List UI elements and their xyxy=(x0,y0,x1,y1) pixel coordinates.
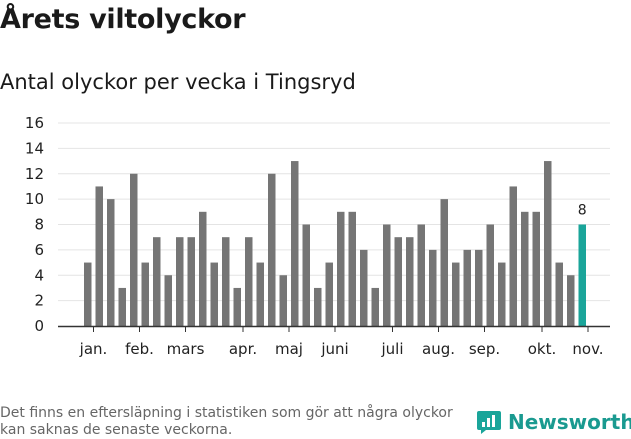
bar xyxy=(222,237,230,326)
x-tick-label: maj xyxy=(275,340,303,358)
y-tick-label: 2 xyxy=(34,292,44,310)
bar xyxy=(475,249,483,326)
y-axis-ticks: 0 2 4 6 8 10 12 14 16 xyxy=(25,114,44,335)
chart-title: Årets viltolyckor xyxy=(0,4,246,35)
bar xyxy=(302,224,310,326)
bar xyxy=(245,237,253,326)
x-tick-label: jan. xyxy=(79,340,108,358)
bar xyxy=(187,237,195,326)
bar xyxy=(233,287,241,326)
bar xyxy=(406,237,414,326)
bar xyxy=(279,275,287,326)
bar xyxy=(521,211,529,326)
y-tick-label: 10 xyxy=(25,190,44,208)
footnote: Det finns en eftersläpning i statistiken… xyxy=(0,405,453,438)
x-tick-label: feb. xyxy=(125,340,154,358)
bar xyxy=(199,211,207,326)
bar xyxy=(394,237,402,326)
x-tick-label: apr. xyxy=(229,340,257,358)
y-tick-label: 16 xyxy=(25,114,44,132)
bar xyxy=(141,262,149,326)
data-label: 8 xyxy=(578,203,587,219)
y-tick-label: 12 xyxy=(25,165,44,183)
y-tick-label: 4 xyxy=(34,266,44,284)
bar xyxy=(107,199,115,326)
bar xyxy=(371,287,379,326)
bar xyxy=(429,249,437,326)
bar xyxy=(176,237,184,326)
bar-chart: 0 2 4 6 8 10 12 14 16 jan. feb. mars apr. maj juni jul… xyxy=(25,114,610,358)
bar xyxy=(532,211,540,326)
bar xyxy=(337,211,345,326)
bar xyxy=(440,199,448,326)
bar xyxy=(348,211,356,326)
bar xyxy=(452,262,460,326)
bar xyxy=(567,275,575,326)
bar xyxy=(498,262,506,326)
bar xyxy=(486,224,494,326)
y-tick-label: 8 xyxy=(34,216,44,234)
newsworthy-logo-icon xyxy=(477,411,501,434)
x-axis xyxy=(58,325,610,332)
x-tick-label: okt. xyxy=(528,340,557,358)
bars xyxy=(84,161,586,326)
bar xyxy=(325,262,333,326)
x-axis-ticks: jan. feb. mars apr. maj juni juli aug. sep. okt. n… xyxy=(79,340,604,358)
bar xyxy=(268,173,276,326)
x-tick-label: sep. xyxy=(469,340,500,358)
brand-logo: Newsworthy xyxy=(476,409,631,435)
bar xyxy=(544,161,552,326)
x-tick-label: juli xyxy=(380,340,403,358)
x-tick-label: juni xyxy=(320,340,348,358)
x-tick-label: aug. xyxy=(422,340,455,358)
bar xyxy=(130,173,138,326)
bar xyxy=(314,287,322,326)
bar xyxy=(210,262,218,326)
bar xyxy=(291,161,299,326)
bar xyxy=(383,224,391,326)
y-tick-label: 0 xyxy=(34,317,44,335)
bar xyxy=(153,237,161,326)
bar xyxy=(360,249,368,326)
y-tick-label: 14 xyxy=(25,139,44,157)
x-tick-label: mars xyxy=(167,340,205,358)
bar xyxy=(84,262,92,326)
bar xyxy=(578,224,586,326)
bar xyxy=(417,224,425,326)
chart-subtitle: Antal olyckor per vecka i Tingsryd xyxy=(0,70,356,94)
bar xyxy=(256,262,264,326)
bar xyxy=(164,275,172,326)
x-tick-label: nov. xyxy=(572,340,603,358)
gridlines xyxy=(58,122,610,302)
bar xyxy=(463,249,471,326)
bar xyxy=(509,186,517,326)
bar xyxy=(95,186,103,326)
bar-labels: 8 xyxy=(578,203,587,219)
bar xyxy=(555,262,563,326)
bar xyxy=(118,287,126,326)
brand-name: Newsworthy xyxy=(508,410,631,434)
y-tick-label: 6 xyxy=(34,241,44,259)
